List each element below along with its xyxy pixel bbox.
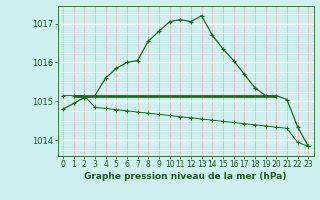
X-axis label: Graphe pression niveau de la mer (hPa): Graphe pression niveau de la mer (hPa) bbox=[84, 172, 287, 181]
